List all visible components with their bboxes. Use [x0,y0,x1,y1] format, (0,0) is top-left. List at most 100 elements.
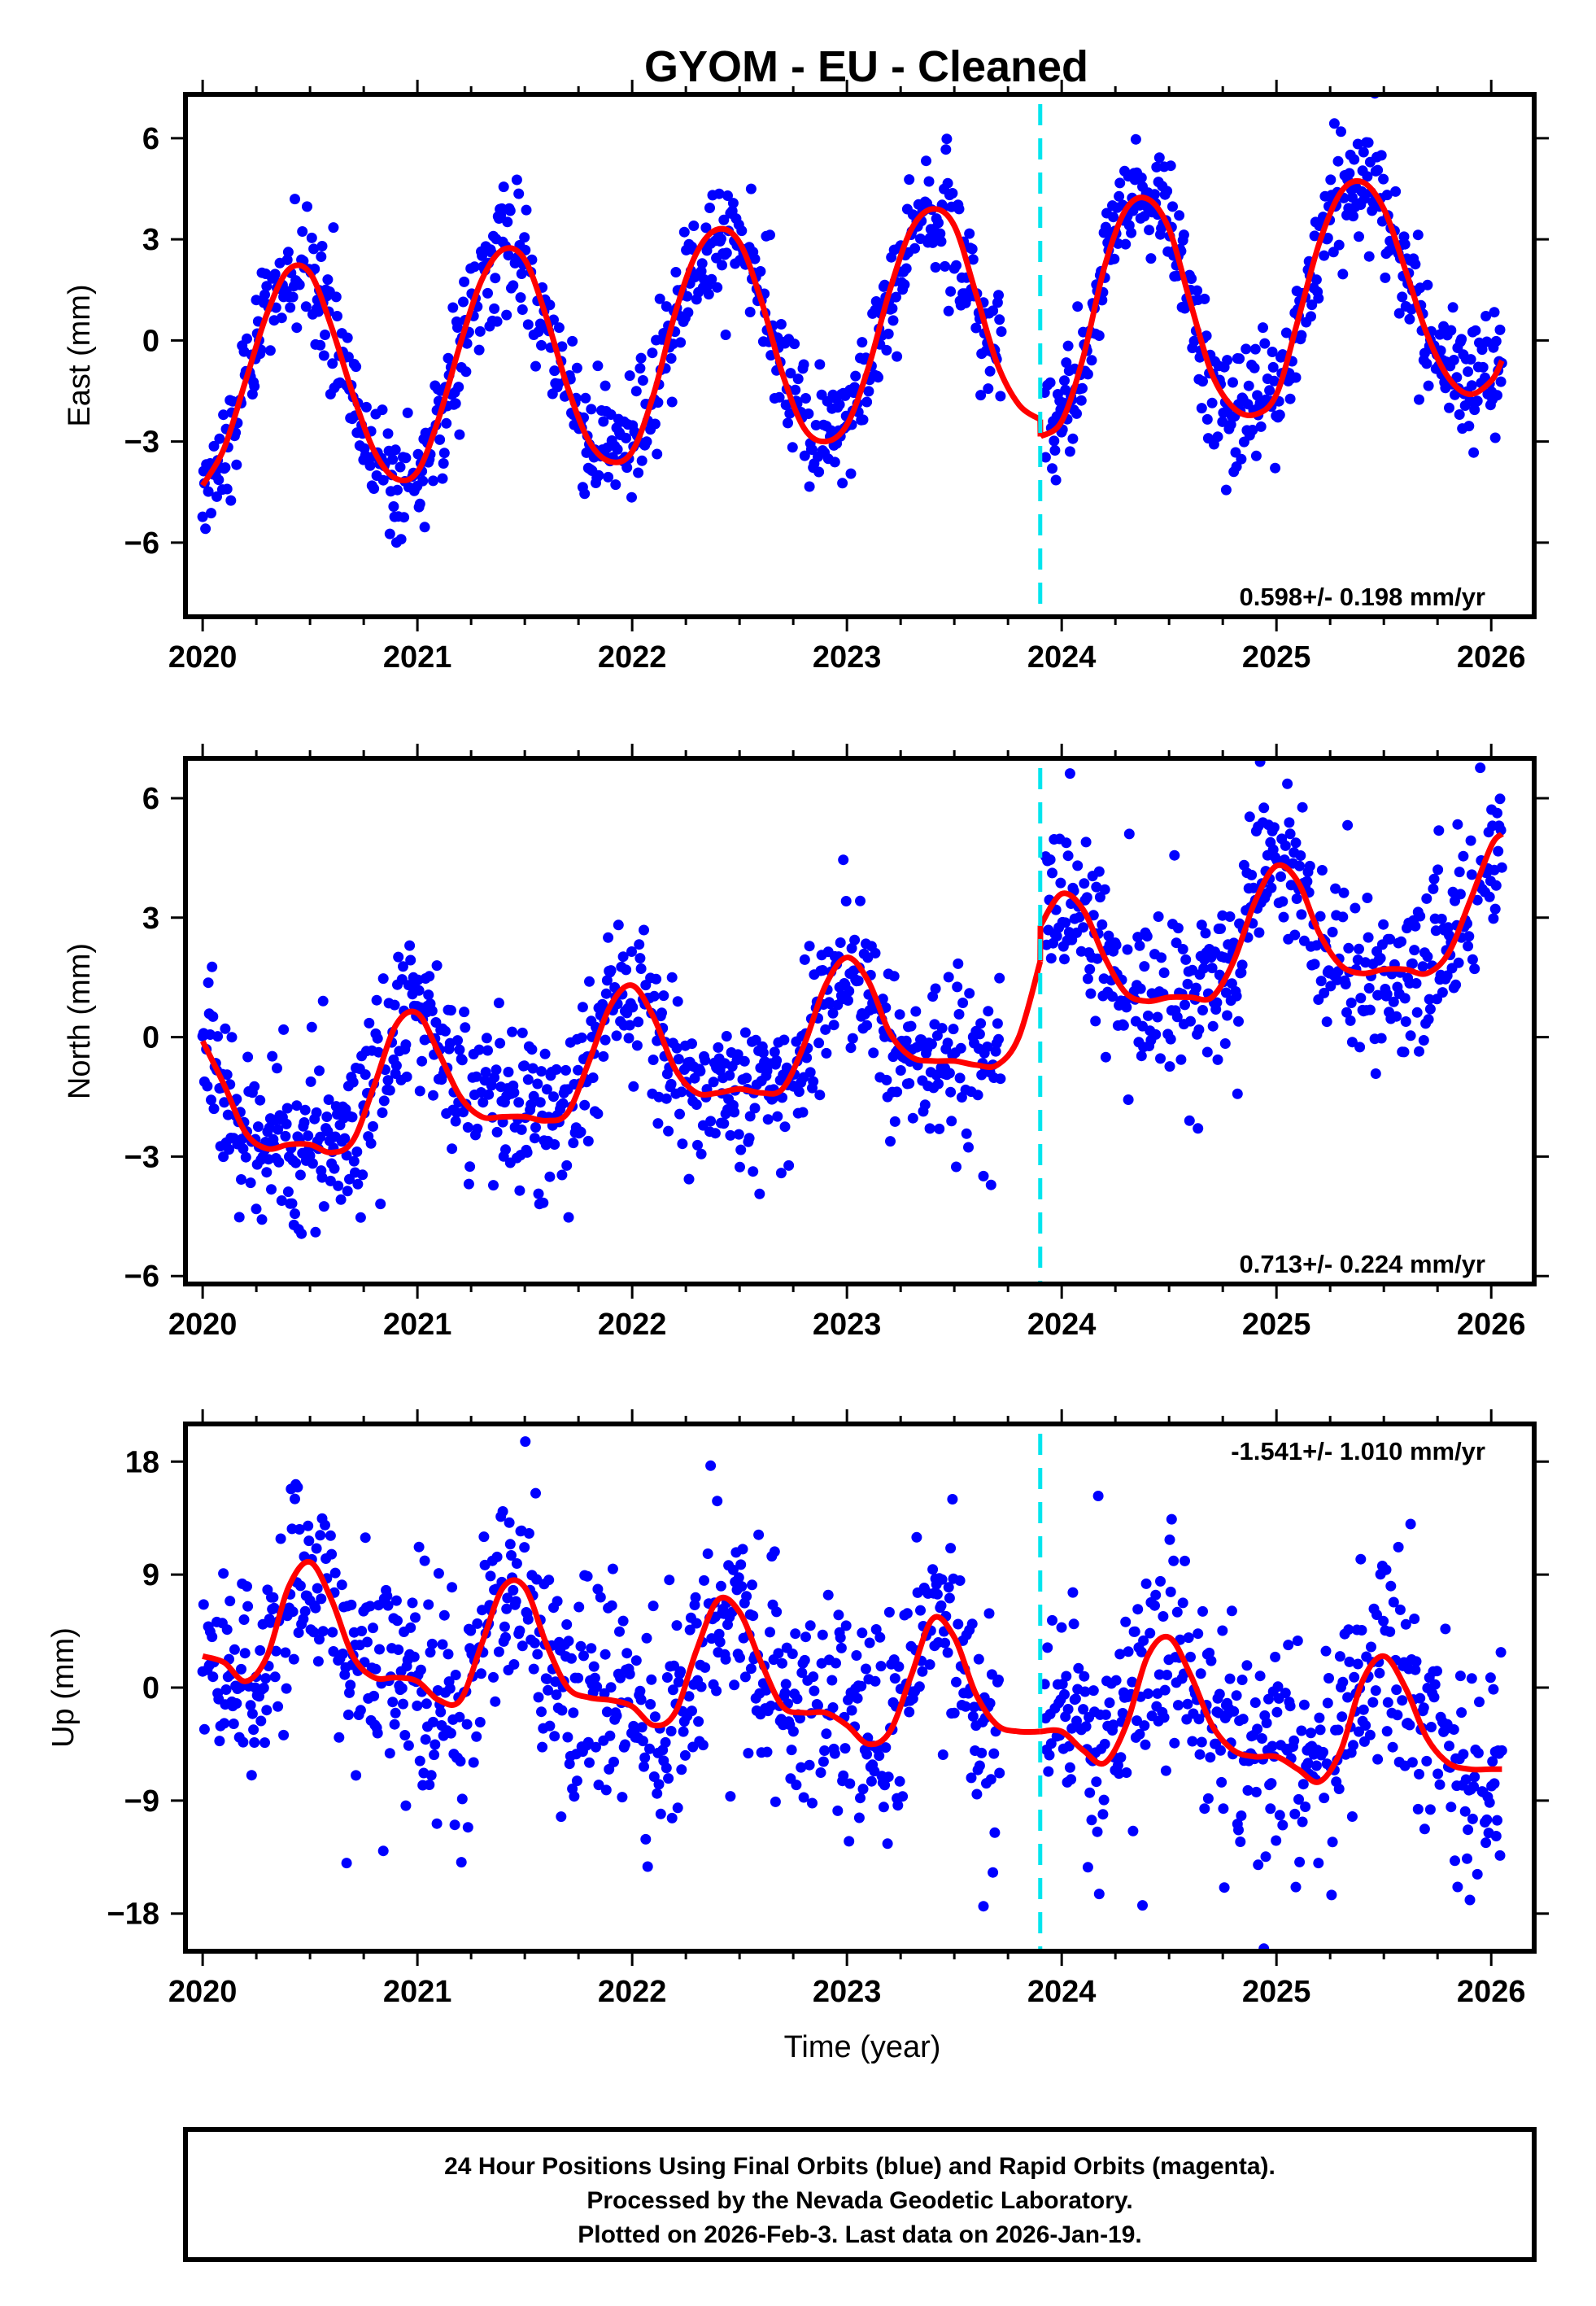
east-data-point [712,282,723,293]
north-data-point [1246,869,1258,880]
up-data-point [299,1605,311,1617]
up-data-point [745,1663,757,1675]
north-data-point [390,1060,402,1072]
north-data-point [994,972,1005,984]
up-data-point [400,1800,412,1811]
east-data-point [1451,372,1463,383]
up-data-point [944,1592,955,1604]
up-y-tick-label: 18 [125,1445,159,1479]
east-data-point [1414,394,1424,405]
up-data-point [821,1728,832,1740]
east-data-point [1306,311,1316,322]
north-x-tick-label: 2022 [598,1308,667,1342]
north-data-point [1475,762,1486,774]
north-data-point [724,1070,735,1081]
north-data-point [533,1188,544,1199]
up-data-point [644,1743,655,1754]
up-data-point [520,1436,531,1448]
north-data-point [729,1107,740,1118]
east-data-point [342,332,353,343]
up-y-tick-label: 0 [142,1671,159,1705]
north-data-point [473,1044,485,1055]
up-data-point [1260,1851,1271,1863]
up-data-point [315,1530,326,1541]
up-data-point [392,1615,403,1627]
up-data-point [1237,1714,1249,1725]
up-data-point [1150,1589,1162,1601]
up-data-point [506,1550,517,1561]
up-data-point [1256,1733,1267,1744]
up-data-point [1385,1580,1397,1592]
north-data-point [557,1098,569,1109]
up-data-point [273,1701,284,1712]
up-data-point [690,1592,701,1603]
up-data-point [1172,1700,1184,1711]
up-data-point [1300,1802,1311,1812]
north-data-point [1376,1033,1387,1044]
up-data-point [312,1583,323,1594]
up-data-point [927,1564,939,1575]
north-data-point [741,1072,752,1084]
east-data-point [970,322,982,334]
up-data-point [1159,1684,1171,1696]
north-y-axis-label: North (mm) [63,943,97,1099]
north-data-point [1136,1050,1147,1062]
up-data-point [805,1620,816,1631]
east-data-point [1050,474,1062,486]
north-data-point [1172,923,1184,934]
east-data-point [641,436,652,448]
east-data-point [1346,192,1358,203]
north-data-point [548,1091,559,1103]
up-data-point [983,1608,995,1619]
north-data-point [534,1097,546,1108]
north-data-point [1280,840,1291,851]
up-data-point [894,1775,905,1787]
north-data-point [224,1144,234,1155]
north-data-point [1110,939,1122,950]
north-data-point [1141,931,1153,942]
up-data-point [477,1605,488,1616]
north-data-point [1175,1054,1187,1065]
east-data-point [297,226,308,237]
north-data-point [847,1033,858,1044]
north-data-point [1278,911,1289,923]
up-data-point [735,1559,747,1570]
up-data-point [1458,1749,1469,1760]
north-data-point [286,1198,298,1209]
east-data-point [453,382,464,393]
north-data-point [709,1128,721,1139]
north-data-point [203,977,214,989]
up-data-point [462,1822,473,1833]
up-data-point [1489,1778,1500,1789]
up-data-point [697,1740,709,1751]
north-y-tick-label: 0 [142,1021,159,1055]
up-data-point [497,1506,508,1517]
up-data-point [1236,1675,1248,1685]
east-x-tick-label: 2021 [383,640,452,675]
up-data-point [1327,1837,1338,1848]
east-data-point [807,444,818,456]
east-data-point [203,486,214,497]
up-data-point [1057,1679,1068,1690]
north-x-tick-label: 2020 [168,1308,238,1342]
up-data-point [1253,1859,1264,1871]
north-data-point [372,1033,383,1044]
north-data-point [219,1097,230,1108]
up-data-point [617,1615,629,1627]
east-data-point [696,265,707,277]
up-data-point [1293,1793,1304,1805]
east-data-point [1337,269,1349,280]
east-data-point [1489,307,1500,318]
east-data-point [953,203,965,215]
up-data-point [777,1657,787,1669]
up-data-point [1460,1774,1472,1785]
north-data-point [1047,867,1057,879]
east-data-point [1472,395,1483,407]
up-data-point [248,1724,259,1736]
up-data-point [1137,1900,1148,1911]
east-data-point [441,417,452,429]
up-data-point [624,1668,635,1679]
up-data-point [1358,1704,1369,1715]
up-data-point [1468,1781,1480,1793]
up-data-point [345,1679,356,1691]
